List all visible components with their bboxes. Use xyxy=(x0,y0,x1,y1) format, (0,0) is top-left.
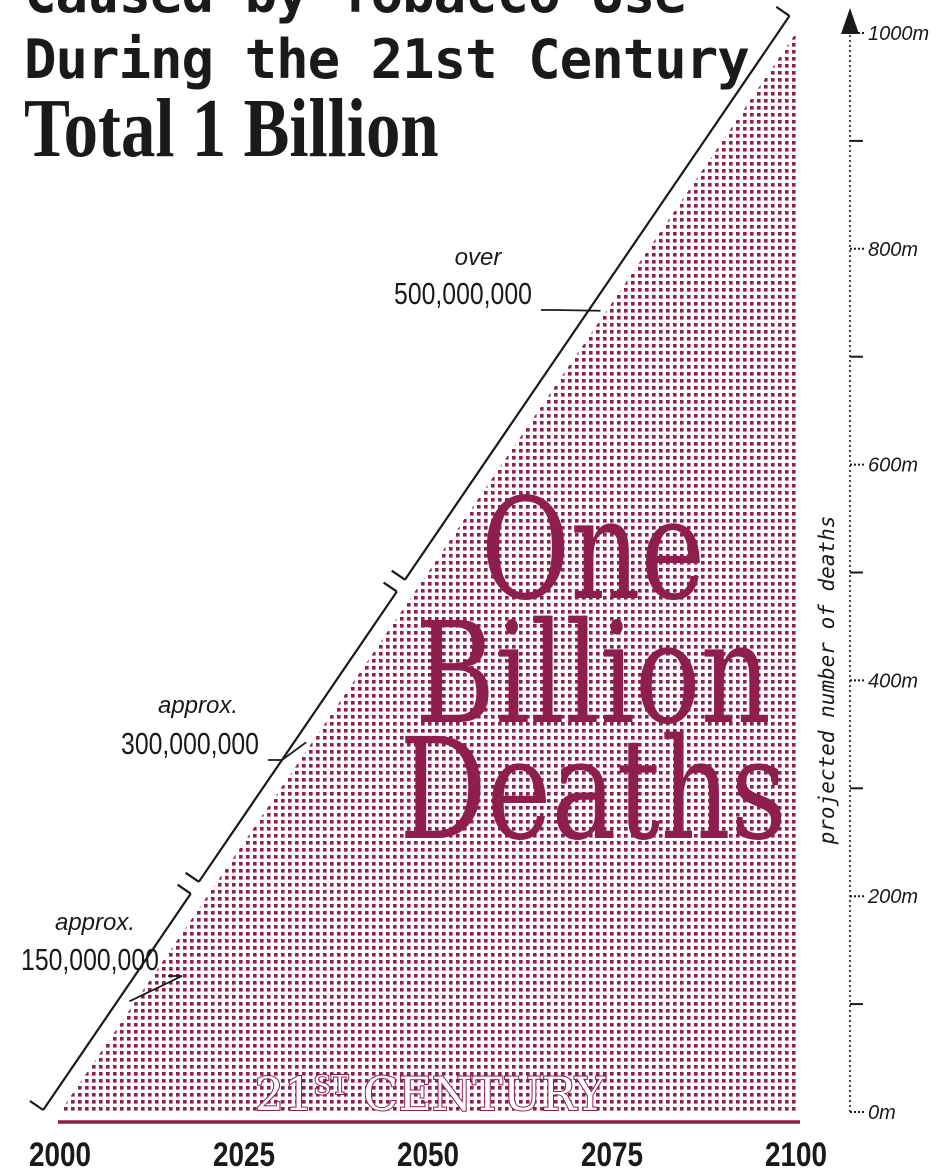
y-tick-label-1000m: 1000m xyxy=(868,23,929,45)
title-line-3: Total 1 Billion xyxy=(24,82,439,175)
bracket-cap-2-end xyxy=(383,581,398,593)
y-tick-label-200m: 200m xyxy=(867,886,918,908)
bracket-value-label-3: 500,000,000 xyxy=(394,276,532,310)
y-axis-arrow-icon xyxy=(841,8,859,34)
bracket-value-label-1: 150,000,000 xyxy=(21,942,159,976)
area-label-line-3: Deaths xyxy=(399,708,786,872)
bracket-top-label-2: approx. xyxy=(158,692,238,719)
area-label-line-1: One xyxy=(481,468,705,632)
bracket-cap-1-end xyxy=(176,883,192,895)
title-line-1: Caused by Tobacco Use xyxy=(24,0,687,25)
y-tick-label-0m: 0m xyxy=(868,1102,896,1124)
x-tick-label-2100: 2100 xyxy=(765,1135,827,1170)
baseline-label-superscript: ST xyxy=(313,1071,349,1101)
bracket-leader-1 xyxy=(129,975,183,1003)
baseline-century-label: 21ST CENTURY xyxy=(255,1067,606,1121)
bracket-line-1 xyxy=(42,893,192,1111)
bracket-cap-2-start xyxy=(185,871,200,883)
x-tick-label-2025: 2025 xyxy=(213,1135,275,1170)
bracket-cap-3-start xyxy=(391,569,406,581)
bracket-line-2 xyxy=(197,590,398,883)
baseline-label-century: CENTURY xyxy=(349,1067,606,1121)
y-tick-label-600m: 600m xyxy=(868,455,918,477)
x-tick-label-2075: 2075 xyxy=(581,1135,643,1170)
bracket-cap-3-end xyxy=(775,5,791,17)
area-label-line-2: Billion xyxy=(415,592,771,756)
bracket-top-label-1: approx. xyxy=(55,909,135,936)
bracket-cap-1-start xyxy=(29,1100,44,1111)
bracket-top-label-3: over xyxy=(455,244,503,271)
bracket-leader-3 xyxy=(541,309,601,312)
x-tick-label-2050: 2050 xyxy=(397,1135,459,1170)
y-tick-label-400m: 400m xyxy=(868,670,918,692)
y-tick-label-800m: 800m xyxy=(868,239,918,261)
title-line-2: During the 21st Century xyxy=(24,28,750,91)
bracket-leader-2 xyxy=(268,741,307,761)
y-axis-title: projected number of deaths xyxy=(815,516,839,846)
baseline-label-number: 21 xyxy=(255,1067,314,1121)
bracket-value-label-2: 300,000,000 xyxy=(121,726,259,760)
x-tick-label-2000: 2000 xyxy=(29,1135,91,1170)
bracket-line-3 xyxy=(404,15,791,581)
cumulative-deaths-area xyxy=(60,33,796,1112)
